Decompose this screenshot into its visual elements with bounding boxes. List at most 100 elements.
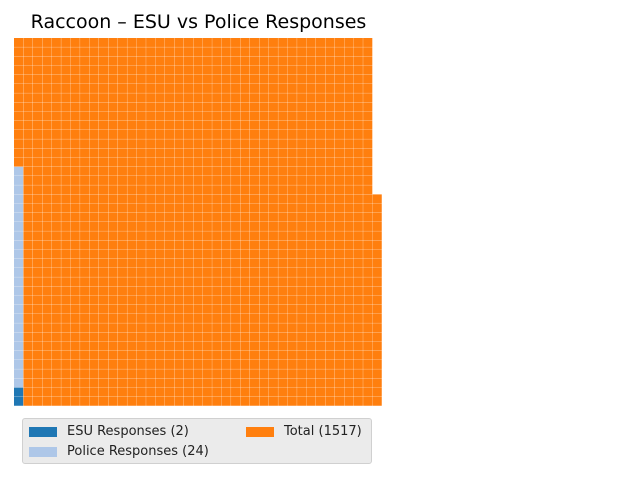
- waffle-cell: [287, 74, 297, 84]
- waffle-cell: [278, 84, 288, 93]
- waffle-cell: [221, 341, 231, 351]
- waffle-cell: [42, 176, 52, 185]
- waffle-cell: [221, 111, 231, 121]
- waffle-cell: [268, 268, 278, 277]
- waffle-cell: [249, 74, 260, 84]
- waffle-cell: [136, 47, 146, 57]
- waffle-cell: [212, 258, 222, 268]
- waffle-cell: [183, 212, 194, 222]
- waffle-cell: [193, 249, 203, 259]
- waffle-cell: [183, 332, 194, 342]
- waffle-cell: [61, 102, 71, 112]
- waffle-cell: [32, 387, 43, 397]
- waffle-cell: [80, 203, 90, 213]
- waffle-cell: [61, 111, 71, 121]
- waffle-cell: [325, 111, 335, 121]
- waffle-cell: [51, 360, 61, 369]
- waffle-cell: [51, 240, 61, 250]
- waffle-cell: [278, 130, 288, 139]
- waffle-cell: [127, 341, 137, 351]
- waffle-cell: [174, 240, 184, 250]
- waffle-cell: [344, 360, 354, 369]
- waffle-cell: [268, 396, 278, 406]
- waffle-cell: [61, 323, 71, 333]
- waffle-cell: [278, 222, 288, 231]
- waffle-cell: [89, 387, 99, 397]
- waffle-cell: [174, 277, 184, 287]
- waffle-cell: [42, 332, 52, 342]
- waffle-cell: [297, 157, 307, 167]
- waffle-cell: [249, 93, 260, 103]
- waffle-cell: [278, 387, 288, 397]
- waffle-cell: [164, 74, 175, 84]
- waffle-cell: [14, 65, 24, 75]
- waffle-cell: [51, 157, 61, 167]
- waffle-cell: [278, 396, 288, 406]
- waffle-cell: [164, 185, 175, 195]
- waffle-cell: [23, 212, 33, 222]
- waffle-cell: [117, 387, 127, 397]
- waffle-cell: [14, 378, 24, 388]
- waffle-cell: [344, 74, 354, 84]
- waffle-cell: [32, 222, 43, 231]
- waffle-cell: [315, 387, 326, 397]
- waffle-cell: [259, 176, 269, 185]
- waffle-cell: [70, 56, 80, 66]
- waffle-cell: [259, 360, 269, 369]
- waffle-cell: [231, 120, 241, 130]
- waffle-cell: [193, 369, 203, 379]
- waffle-cell: [212, 157, 222, 167]
- waffle-cell: [344, 102, 354, 112]
- waffle-cell: [268, 231, 278, 241]
- waffle-cell: [306, 369, 316, 379]
- waffle-cell: [146, 341, 156, 351]
- waffle-cell: [212, 47, 222, 57]
- waffle-cell: [146, 157, 156, 167]
- waffle-cell: [240, 295, 250, 305]
- waffle-cell: [306, 93, 316, 103]
- waffle-cell: [334, 84, 345, 93]
- waffle-cell: [259, 249, 269, 259]
- waffle-cell: [372, 249, 382, 259]
- waffle-cell: [14, 323, 24, 333]
- waffle-cell: [108, 258, 118, 268]
- waffle-cell: [278, 203, 288, 213]
- waffle-cell: [164, 341, 175, 351]
- waffle-cell: [372, 304, 382, 314]
- waffle-cell: [306, 240, 316, 250]
- waffle-cell: [108, 65, 118, 75]
- waffle-cell: [42, 93, 52, 103]
- waffle-cell: [89, 277, 99, 287]
- waffle-cell: [127, 74, 137, 84]
- waffle-cell: [146, 56, 156, 66]
- waffle-cell: [80, 194, 90, 204]
- waffle-cell: [231, 157, 241, 167]
- waffle-cell: [193, 130, 203, 139]
- waffle-cell: [306, 157, 316, 167]
- waffle-cell: [372, 212, 382, 222]
- waffle-cell: [221, 286, 231, 296]
- waffle-cell: [325, 74, 335, 84]
- waffle-cell: [23, 65, 33, 75]
- waffle-cell: [202, 350, 212, 360]
- waffle-cell: [334, 148, 345, 158]
- waffle-cell: [353, 185, 363, 195]
- waffle-cell: [202, 130, 212, 139]
- waffle-cell: [32, 258, 43, 268]
- waffle-cell: [202, 240, 212, 250]
- waffle-cell: [61, 350, 71, 360]
- waffle-cell: [155, 203, 165, 213]
- waffle-cell: [315, 139, 326, 149]
- waffle-cell: [231, 249, 241, 259]
- waffle-cell: [117, 139, 127, 149]
- waffle-cell: [212, 139, 222, 149]
- waffle-cell: [315, 56, 326, 66]
- waffle-cell: [249, 222, 260, 231]
- waffle-cell: [240, 93, 250, 103]
- waffle-cell: [315, 369, 326, 379]
- waffle-cell: [117, 295, 127, 305]
- waffle-cell: [297, 111, 307, 121]
- waffle-cell: [14, 120, 24, 130]
- waffle-cell: [334, 341, 345, 351]
- waffle-cell: [202, 194, 212, 204]
